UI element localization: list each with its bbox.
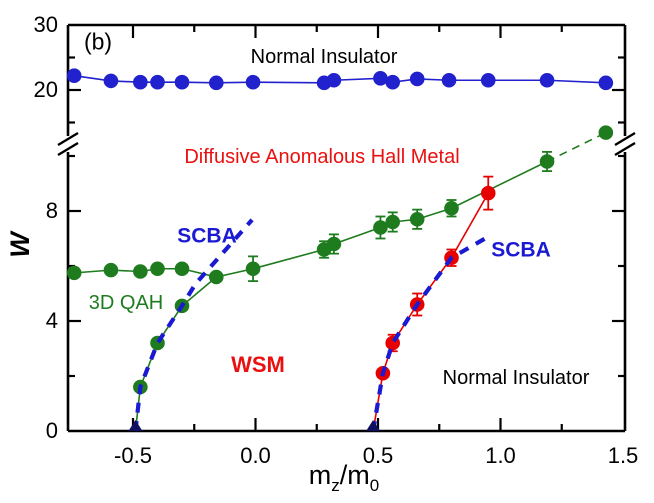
qah-dahm-boundary-point bbox=[133, 264, 148, 279]
qah-dahm-boundary-point bbox=[385, 214, 401, 230]
qah-dahm-boundary-point bbox=[326, 236, 342, 252]
wsm-label: WSM bbox=[231, 352, 285, 377]
x-tick-label-1.0: 1.0 bbox=[485, 443, 516, 468]
y-tick-label-20: 20 bbox=[33, 77, 58, 102]
normal-insulator-upper-boundary-point bbox=[103, 73, 119, 89]
qah-dahm-boundary-line-dashed-end bbox=[546, 131, 607, 163]
scba-right-dashed-line bbox=[371, 233, 492, 432]
left-axis-break-icon bbox=[57, 131, 79, 147]
normal-insulator-upper-boundary-point bbox=[150, 74, 165, 90]
normal-insulator-upper-boundary-point bbox=[209, 75, 224, 91]
y-tick-label-8: 8 bbox=[45, 198, 58, 223]
x-axis-title-sub1: z bbox=[331, 476, 340, 495]
normal-insulator-upper-boundary-point bbox=[326, 72, 342, 88]
qah-dahm-boundary-point bbox=[598, 125, 614, 140]
x-tick-label-0.0: 0.0 bbox=[240, 443, 271, 468]
x-axis-title-m1: m bbox=[308, 460, 332, 490]
x-axis-title-m2: m bbox=[347, 460, 370, 490]
right-axis-break-icon bbox=[614, 131, 636, 147]
x-axis-title-sub2: 0 bbox=[369, 476, 380, 495]
wsm-normal-insulator-boundary-point bbox=[480, 185, 496, 201]
normal-insulator-bottom: Normal Insulator bbox=[442, 367, 590, 389]
normal-insulator-upper-boundary-point bbox=[66, 68, 82, 83]
x-axis-title: mz/m0 bbox=[308, 460, 380, 495]
normal-insulator-top: Normal Insulator bbox=[250, 46, 398, 68]
normal-insulator-upper-boundary-point bbox=[385, 74, 401, 90]
x-axis-title-slash: / bbox=[339, 460, 348, 490]
scba-right-label: SCBA bbox=[491, 238, 551, 262]
x-tick-label-0.5: 0.5 bbox=[362, 443, 394, 468]
y-tick-label-0: 0 bbox=[45, 418, 58, 443]
normal-insulator-upper-boundary-point bbox=[598, 75, 614, 91]
qah-dahm-boundary-point bbox=[103, 262, 119, 278]
x-tick-label--0.5: -0.5 bbox=[114, 443, 152, 468]
y-tick-label-30: 30 bbox=[33, 12, 58, 37]
dahm-label: Diffusive Anomalous Hall Metal bbox=[184, 146, 460, 168]
normal-insulator-upper-boundary-point bbox=[539, 72, 555, 88]
normal-insulator-upper-boundary-point bbox=[441, 72, 457, 88]
left-axis-break-icon bbox=[57, 141, 79, 157]
qah-dahm-boundary-point bbox=[150, 261, 165, 277]
qah-dahm-boundary-point bbox=[444, 200, 459, 216]
qah-dahm-boundary-line bbox=[74, 160, 548, 278]
y-axis-title: W bbox=[5, 232, 36, 258]
qah-dahm-boundary-point bbox=[539, 154, 555, 169]
qah-dahm-boundary-point bbox=[245, 261, 261, 277]
normal-insulator-upper-boundary-point bbox=[480, 72, 496, 88]
axis-touch-triangle bbox=[366, 420, 381, 431]
qah-dahm-boundary-point bbox=[66, 265, 82, 281]
normal-insulator-upper-boundary-point bbox=[174, 74, 190, 90]
qah-dahm-boundary-point bbox=[373, 220, 388, 235]
qah-label: 3D QAH bbox=[88, 292, 164, 314]
right-axis-break-icon bbox=[614, 141, 636, 157]
axis-touch-triangle bbox=[128, 420, 143, 431]
scba-left-label: SCBA bbox=[177, 224, 237, 248]
normal-insulator-upper-boundary-point bbox=[409, 71, 425, 87]
qah-dahm-boundary-point bbox=[409, 211, 425, 227]
qah-dahm-boundary-point bbox=[174, 261, 190, 277]
panel-label: (b) bbox=[83, 28, 113, 55]
x-tick-label-1.5: 1.5 bbox=[607, 443, 639, 468]
normal-insulator-upper-boundary-point bbox=[133, 74, 148, 90]
scba-left-dashed-line bbox=[133, 218, 254, 432]
y-tick-label-4: 4 bbox=[45, 308, 58, 333]
normal-insulator-upper-boundary-point bbox=[373, 71, 388, 86]
normal-insulator-upper-boundary-point bbox=[245, 74, 261, 90]
